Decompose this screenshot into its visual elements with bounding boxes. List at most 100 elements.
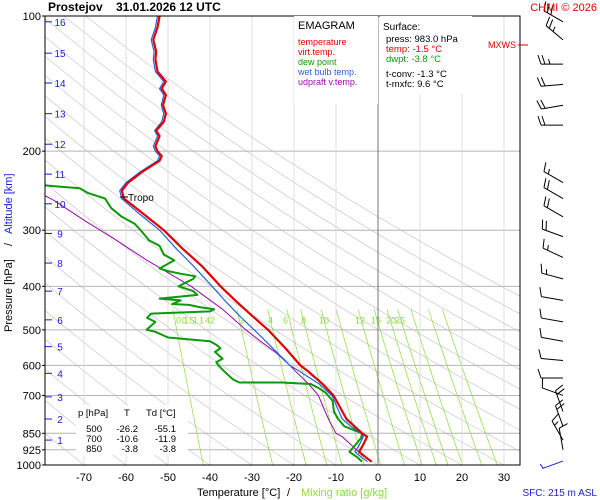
x-tick-label: 10 [414,472,426,484]
altitude-tick-label: 9 [57,229,63,240]
wind-barb [542,238,564,258]
wind-barb-staff [541,317,564,323]
wind-barb-feather [540,263,543,274]
wind-barb-feather [556,403,565,410]
wind-barb-staff [541,272,564,280]
wind-barb-staff [558,428,564,450]
altitude-tick-label: 16 [54,18,66,29]
table-row-700-t: -10.6 [116,434,138,445]
wind-barb-feather [536,77,542,87]
wind-barb [541,378,564,396]
surface-temp: temp: -1.5 °C [386,44,442,55]
series-wet-bulb-temp [119,16,368,463]
x-tick-label: -70 [76,472,92,484]
wind-barb [537,54,563,65]
pressure-tick-label: 1000 [17,460,41,472]
series-udpraft-v-temp [45,194,372,463]
wind-barb-feather [550,5,554,15]
table-row-500-td: -55.1 [154,424,176,435]
wind-barb [545,16,564,41]
pressure-tick-label: 850 [23,428,41,440]
sfc-height-label: SFC: 215 m ASL [523,488,598,499]
table-row-850-td: -3.8 [160,444,176,455]
altitude-tick-label: 4 [57,369,63,380]
wind-barb-feather [546,3,550,13]
wind-barb-feather [545,16,551,26]
pressure-tick-label: 300 [23,225,41,237]
wind-barb-feather [536,100,542,110]
legend-item-wet-bulb: wet bulb temp. [297,67,357,77]
series-temperature [120,16,373,463]
x-tick-label: -40 [202,472,218,484]
dry-adiabat-line [45,75,520,390]
wind-barb [536,77,564,87]
tropopause-label: Tropo [128,193,154,204]
wind-barb-feather [543,178,547,188]
wind-barb-feather [539,287,542,297]
wind-barb-half-feather [547,245,549,251]
wind-barb [543,162,564,184]
pressure-tick-label: 400 [23,281,41,293]
x-tick-label: -10 [328,472,344,484]
wind-barb [543,1,564,23]
surface-title: Surface: [383,22,420,33]
mixing-ratio-line [335,309,381,465]
wind-barb-feather [539,308,542,319]
mixing-ratio-line [410,309,463,465]
dry-adiabats [45,16,520,465]
pressure-tick-label: 700 [23,390,41,402]
dry-adiabat-line [45,432,85,465]
altitude-tick-label: 3 [57,393,63,404]
wind-barb [540,263,564,280]
mxws-label: MXWS [488,40,516,50]
wind-barb-staff [541,358,564,361]
dry-adiabat-line [63,16,520,315]
surface-press: press: 983.0 hPa [386,34,459,45]
mixing-ratio-line [172,309,204,465]
mixing-ratio-line [357,309,405,465]
wind-barb-half-feather [552,26,556,32]
table-header-td: Td [°C] [146,408,176,419]
mixing-ratio-tick-label: 12 [355,316,365,326]
wind-barb-feather [542,238,545,249]
table-row-500-t: -26.2 [116,424,138,435]
mixing-ratio-line [300,309,343,465]
wind-barb [536,99,564,110]
pressure-tick-label: 100 [23,11,41,23]
mixing-ratio-tick-label: 4 [268,316,273,326]
mixing-ratio-tick-label: 0.5 [182,316,195,326]
wind-barb [543,196,564,218]
wind-barb [539,308,564,323]
dry-adiabat-line [45,116,520,431]
wind-barb-staff [542,247,564,258]
mixing-ratio-tick-label: 0.1 [176,316,189,326]
wind-barb-feather [541,115,546,126]
plot-frame [44,15,521,466]
series-dew-point [45,184,363,463]
altitude-tick-label: 10 [54,200,66,211]
wind-barbs [536,1,568,470]
mixing-ratio-line [428,309,483,465]
x-tick-label: -20 [286,472,302,484]
wind-barb-feather [539,327,542,338]
wind-barb [539,460,564,470]
surface-box [380,16,472,94]
wind-barb [551,413,564,441]
dry-adiabat-line [45,36,520,351]
sounding-datetime: 31.01.2026 12 UTC [116,0,221,14]
mixing-ratio-tick-label: 15 [371,316,381,326]
level-table-box [76,405,188,455]
altitude-tick-label: 8 [57,259,63,270]
wind-barb-half-feather [547,168,550,175]
altitude-tick-label: 14 [54,79,66,90]
wind-barb-feather [548,19,554,29]
legend-item-temperature: temperature [298,37,347,47]
altitude-tick-label: 2 [57,415,63,426]
wind-barb-feather [541,54,546,65]
series-layer [45,16,373,463]
wind-barb-staff [543,205,564,218]
altitude-tick-label: 6 [57,316,63,327]
wind-barb [558,423,568,450]
